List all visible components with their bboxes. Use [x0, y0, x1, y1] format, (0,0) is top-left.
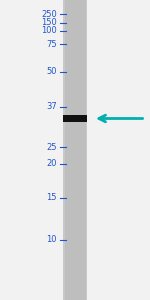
Text: 50: 50 — [46, 68, 57, 76]
Text: 20: 20 — [46, 159, 57, 168]
Text: 37: 37 — [46, 102, 57, 111]
Bar — [63, 0, 87, 300]
Text: 250: 250 — [41, 10, 57, 19]
Text: 10: 10 — [46, 236, 57, 244]
Text: 150: 150 — [41, 18, 57, 27]
Bar — [64, 0, 86, 300]
Text: 15: 15 — [46, 194, 57, 202]
Text: 100: 100 — [41, 26, 57, 35]
Text: 75: 75 — [46, 40, 57, 49]
Bar — [63, 115, 87, 122]
Text: 25: 25 — [46, 142, 57, 152]
